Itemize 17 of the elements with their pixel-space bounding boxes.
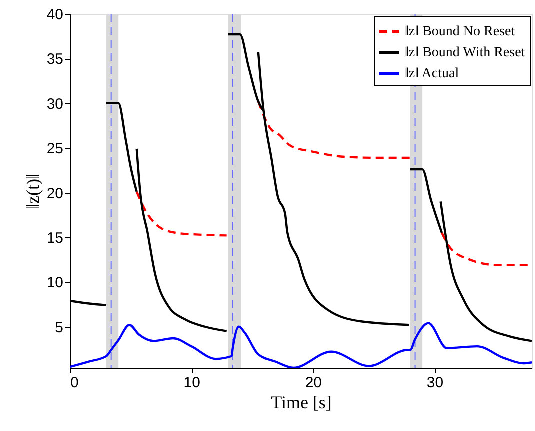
x-tick-label: 10 [184, 374, 200, 392]
legend-label: ‖z‖ Actual [405, 66, 460, 82]
y-axis-title: ‖z(t)‖ [22, 174, 43, 210]
y-tick-label: 25 [46, 140, 64, 158]
y-tick-label: 10 [46, 274, 64, 292]
y-tick-label: 15 [46, 230, 64, 247]
y-tick-label: 30 [46, 96, 64, 113]
x-tick-label: 0 [70, 374, 79, 392]
y-tick-label: 20 [46, 185, 64, 202]
y-tick-label: 40 [46, 6, 64, 24]
y-tick-label: 35 [46, 51, 64, 68]
x-axis-title: Time [s] [271, 392, 332, 412]
x-tick-label: 30 [426, 374, 444, 392]
x-tick-label: 20 [305, 374, 322, 392]
legend-label: ‖z‖ Bound With Reset [405, 46, 526, 60]
y-tick-label: 5 [55, 319, 64, 336]
legend-label: ‖z‖ Bound No Reset [405, 24, 516, 40]
